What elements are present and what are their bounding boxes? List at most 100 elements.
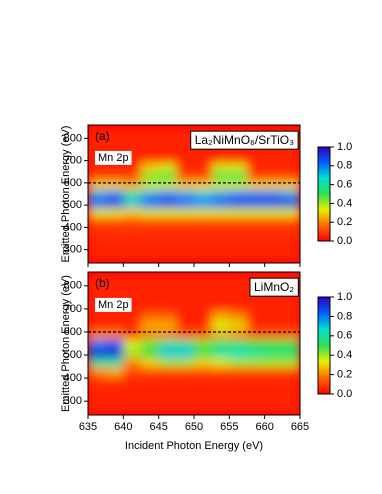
heatmap-cell [282, 234, 300, 244]
heatmap-cell [211, 207, 230, 217]
heatmap-cell [247, 301, 266, 312]
heatmap-cell [158, 189, 177, 199]
colorbar-tick-label: 0.6 [337, 330, 352, 342]
y-tick-label: 600 [64, 326, 82, 338]
heatmap-cell [194, 375, 213, 386]
heatmap-cell [194, 283, 213, 294]
heatmap-cell [141, 251, 160, 262]
heatmap-cell [194, 251, 213, 262]
heatmap-cell [282, 385, 300, 395]
heatmap-cell [264, 225, 283, 235]
heatmap-cell [176, 162, 195, 173]
heatmap-cell [264, 171, 283, 182]
heatmap-cell [141, 283, 160, 294]
annotation: Mn 2p [98, 299, 129, 311]
heatmap-cell [88, 145, 107, 155]
heatmap-cells [88, 274, 300, 414]
heatmap-cell [229, 242, 248, 253]
heatmap-cell [247, 385, 266, 395]
panel-label: (b) [95, 276, 110, 290]
heatmap-cell [264, 145, 283, 155]
heatmap-cell [141, 162, 160, 173]
heatmap-cell [247, 311, 266, 321]
colorbar-tick-label: 0.6 [337, 179, 352, 191]
y-tick-label: 300 [64, 395, 82, 407]
heatmap-cell [211, 320, 230, 331]
heatmap-cell [88, 180, 107, 191]
heatmap-cell [229, 403, 248, 414]
heatmap-cell [264, 366, 283, 377]
heatmap-cell [211, 385, 230, 395]
heatmap-cell [123, 274, 142, 285]
heatmap-cell [282, 320, 300, 331]
heatmap-cell [123, 234, 142, 244]
colorbar-tick-label: 0.2 [337, 216, 352, 228]
x-axis-title: Incident Photon Energy (eV) [125, 440, 263, 452]
heatmap-cell [123, 198, 142, 208]
heatmap-cell [247, 216, 266, 226]
heatmap-cell [194, 329, 213, 340]
heatmap-cell [158, 338, 177, 349]
heatmap-cell [229, 311, 248, 321]
heatmap-cell [88, 189, 107, 199]
heatmap-cell [176, 338, 195, 349]
heatmap-cell [123, 338, 142, 349]
heatmap-cell [141, 366, 160, 377]
heatmap-cell [123, 301, 142, 312]
heatmap-cell [105, 366, 124, 377]
heatmap-cell [176, 145, 195, 155]
heatmap-cell [88, 403, 107, 414]
heatmap-cell [264, 162, 283, 173]
colorbar-tick-label: 0.8 [337, 160, 352, 172]
heatmap-cell [88, 225, 107, 235]
heatmap-cell [158, 274, 177, 285]
heatmap-cell [176, 198, 195, 208]
heatmap-cell [105, 375, 124, 386]
heatmap-cell [282, 338, 300, 349]
heatmap-cell [264, 251, 283, 262]
heatmap-cell [123, 242, 142, 253]
heatmap-cell [158, 403, 177, 414]
heatmap-cell [88, 162, 107, 173]
x-tick-label: 665 [291, 421, 309, 433]
heatmap-cell [123, 283, 142, 294]
heatmap-cell [194, 338, 213, 349]
heatmap-cell [229, 320, 248, 331]
heatmap-cell [141, 375, 160, 386]
heatmap-cell [123, 127, 142, 137]
heatmap-cell [229, 338, 248, 349]
colorbar-tick-label: 0.4 [337, 197, 352, 209]
heatmap-cell [229, 207, 248, 217]
heatmap-cell [229, 385, 248, 395]
heatmap-cell [176, 311, 195, 321]
heatmap-cell [282, 153, 300, 164]
colorbar-tick-label: 0.0 [337, 235, 352, 247]
heatmap-cell [282, 171, 300, 182]
heatmap-cell [105, 274, 124, 285]
heatmap-cell [105, 136, 124, 146]
heatmap-cell [105, 171, 124, 182]
colorbar [317, 146, 331, 242]
heatmap-cell [88, 127, 107, 137]
heatmap-cell [211, 292, 230, 303]
heatmap-cell [141, 311, 160, 321]
heatmap-cell [282, 329, 300, 340]
x-tick-label: 660 [255, 421, 273, 433]
heatmap-cell [88, 375, 107, 386]
heatmap [88, 272, 300, 415]
heatmap-cell [123, 292, 142, 303]
heatmap-cell [158, 234, 177, 244]
y-tick-label: 500 [64, 349, 82, 361]
heatmap-cell [264, 189, 283, 199]
heatmap-cells [88, 127, 300, 262]
colorbar-tick-label: 0.4 [337, 349, 352, 361]
heatmap-cell [264, 216, 283, 226]
heatmap-cell [105, 207, 124, 217]
heatmap-cell [211, 171, 230, 182]
heatmap-cell [247, 234, 266, 244]
heatmap-cell [229, 162, 248, 173]
heatmap-cell [141, 180, 160, 191]
heatmap-cell [158, 153, 177, 164]
heatmap-cell [194, 180, 213, 191]
heatmap-cell [158, 366, 177, 377]
